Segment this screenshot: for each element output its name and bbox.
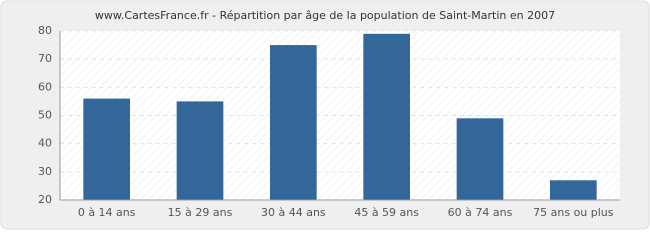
x-tick-label: 75 ans ou plus [533, 206, 614, 219]
y-tick-label: 70 [38, 52, 52, 65]
chart-title: www.CartesFrance.fr - Répartition par âg… [95, 9, 555, 22]
bar [83, 98, 130, 200]
x-tick-label: 45 à 59 ans [354, 206, 419, 219]
y-tick-label: 80 [38, 24, 52, 37]
x-tick-label: 15 à 29 ans [168, 206, 233, 219]
x-tick-label: 30 à 44 ans [261, 206, 326, 219]
y-tick-label: 40 [38, 137, 52, 150]
y-tick-label: 60 [38, 80, 52, 93]
bar [550, 180, 597, 200]
bar [456, 118, 504, 200]
x-tick-label: 0 à 14 ans [78, 206, 136, 219]
y-tick-label: 50 [38, 109, 52, 122]
bar [270, 45, 317, 201]
bar [176, 101, 224, 200]
y-tick-label: 30 [38, 165, 52, 178]
x-tick-label: 60 à 74 ans [448, 206, 513, 219]
y-tick-label: 20 [38, 193, 52, 206]
page: www.CartesFrance.fr - Répartition par âg… [0, 0, 650, 230]
chart: www.CartesFrance.fr - Répartition par âg… [0, 0, 650, 230]
bar [363, 33, 410, 200]
